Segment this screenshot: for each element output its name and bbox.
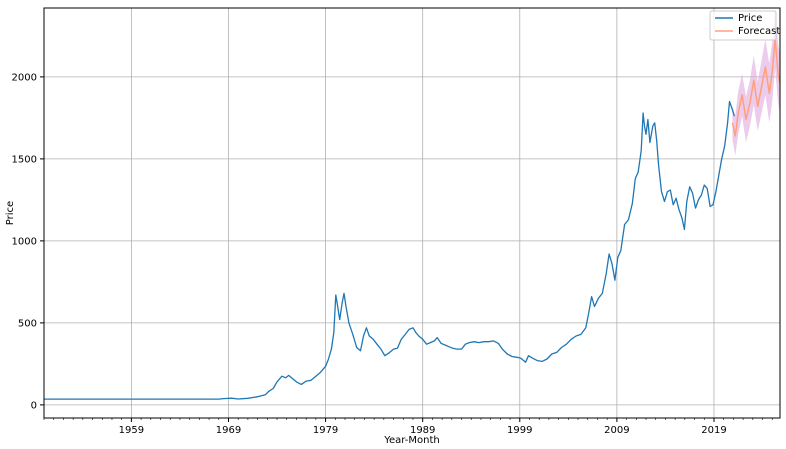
- x-tick-label: 2019: [701, 425, 726, 436]
- y-tick-label: 2000: [12, 72, 37, 83]
- plot-frame: [43, 7, 781, 419]
- price-series-line: [44, 100, 736, 400]
- x-tick-label: 1999: [507, 425, 532, 436]
- legend-price-label: Price: [738, 13, 762, 24]
- y-axis-title: Price: [5, 201, 16, 225]
- y-tick-label: 1500: [12, 154, 37, 165]
- x-tick-label: 1969: [216, 425, 241, 436]
- legend: Price Forecast: [709, 10, 780, 41]
- x-tick-label: 2009: [604, 425, 629, 436]
- grid: [44, 8, 780, 418]
- y-tick-label: 0: [31, 400, 37, 411]
- y-axis: 0 500 1000 1500 2000: [12, 72, 44, 411]
- y-tick-label: 500: [18, 318, 37, 329]
- y-tick-label: 1000: [12, 236, 37, 247]
- x-tick-label: 1959: [119, 425, 144, 436]
- legend-forecast-label: Forecast: [738, 26, 780, 37]
- series-lines: [44, 38, 781, 400]
- x-axis-title: Year-Month: [383, 435, 439, 446]
- forecast-series-line: [731, 38, 781, 137]
- forecast-interval: [732, 9, 780, 156]
- x-axis: 1959 1969 1979 1989 1999 2009 2019: [43, 418, 773, 436]
- forecast-interval-band: [732, 9, 780, 156]
- x-tick-label: 1989: [410, 425, 435, 436]
- x-tick-label: 1979: [313, 425, 338, 436]
